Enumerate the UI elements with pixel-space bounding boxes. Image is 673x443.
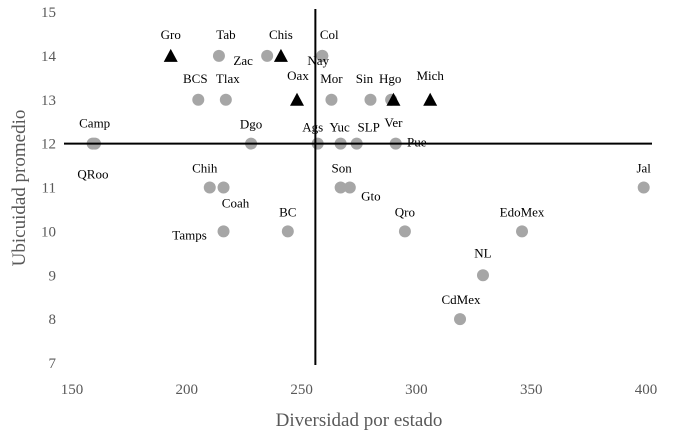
point-label: Gto [361, 189, 381, 204]
point-label: NL [474, 245, 491, 260]
point-label: BC [279, 204, 296, 219]
y-tick-label: 14 [41, 49, 57, 65]
data-point-circle [637, 181, 650, 194]
point-label: SLP [358, 120, 380, 135]
data-point-circle [334, 181, 347, 194]
y-tick-label: 11 [42, 181, 56, 197]
y-tick-label: 12 [41, 137, 56, 153]
point-label: Ags [302, 120, 323, 135]
point-label: CdMex [442, 292, 482, 307]
data-point-circle [516, 225, 529, 238]
point-label: Ver [384, 115, 403, 130]
point-label: EdoMex [500, 204, 545, 219]
data-point-circle [217, 181, 230, 194]
point-label: QRoo [77, 167, 108, 182]
data-point-circle [364, 93, 377, 106]
point-label: Son [332, 161, 353, 176]
point-label: Chis [269, 27, 293, 42]
point-label: Yuc [330, 120, 350, 135]
data-points [86, 48, 650, 326]
x-tick-label: 150 [61, 382, 84, 398]
y-tick-label: 8 [49, 312, 57, 328]
y-tick-label: 7 [49, 356, 57, 372]
y-axis-title: Ubicuidad promedio [9, 110, 30, 267]
data-point-circle [476, 269, 489, 282]
data-point-circle [316, 49, 329, 62]
data-point-circle [212, 49, 225, 62]
point-label: Qro [395, 204, 415, 219]
point-label: Zac [233, 53, 253, 68]
x-axis-title: Diversidad por estado [276, 410, 443, 431]
point-label: Tamps [172, 227, 206, 242]
point-label: Sin [356, 71, 374, 86]
y-tick-label: 15 [41, 5, 56, 21]
point-label: Camp [79, 116, 110, 131]
x-tick-label: 350 [520, 382, 543, 398]
data-point-triangle [290, 92, 305, 106]
reference-lines [64, 9, 652, 365]
x-tick-label: 250 [290, 382, 313, 398]
data-point-circle [261, 49, 274, 62]
y-tick-label: 13 [41, 93, 56, 109]
point-label: Tlax [216, 71, 240, 86]
data-point-circle [203, 181, 216, 194]
data-point-circle [454, 313, 467, 326]
x-tick-label: 400 [635, 382, 658, 398]
point-label: Gro [161, 27, 181, 42]
data-point-circle [192, 93, 205, 106]
data-point-triangle [273, 48, 288, 62]
point-label: Oax [287, 68, 309, 83]
data-point-circle [398, 225, 411, 238]
y-tick-label: 9 [49, 268, 57, 284]
point-label: Col [320, 27, 339, 42]
x-tick-label: 300 [405, 382, 428, 398]
data-point-triangle [423, 92, 438, 106]
data-point-circle [343, 181, 356, 194]
point-label: BCS [183, 71, 208, 86]
point-label: Tab [216, 27, 235, 42]
point-labels: Gro Tab Zac Chis Col Nay BCS Tlax Oax Mor Sin Hgo Ve… [77, 27, 651, 307]
tick-labels: 150 200 250 300 350 400 7 8 9 10 11 12 13 14 15 [41, 5, 657, 398]
data-point-circle [217, 225, 230, 238]
y-tick-label: 10 [41, 224, 56, 240]
point-label: Mor [320, 71, 343, 86]
point-label: Chih [192, 161, 218, 176]
point-label: Nay [307, 53, 329, 68]
data-point-circle [281, 225, 294, 238]
point-label: Jal [636, 161, 651, 176]
point-label: Mich [416, 68, 444, 83]
x-tick-label: 200 [176, 382, 199, 398]
data-point-circle [219, 93, 232, 106]
data-point-triangle [163, 48, 178, 62]
data-point-circle [325, 93, 338, 106]
point-label: Coah [222, 196, 250, 211]
point-label: Pue [407, 135, 427, 150]
point-label: Dgo [240, 117, 262, 132]
point-label: Hgo [379, 71, 401, 86]
data-point-triangle [386, 92, 401, 106]
